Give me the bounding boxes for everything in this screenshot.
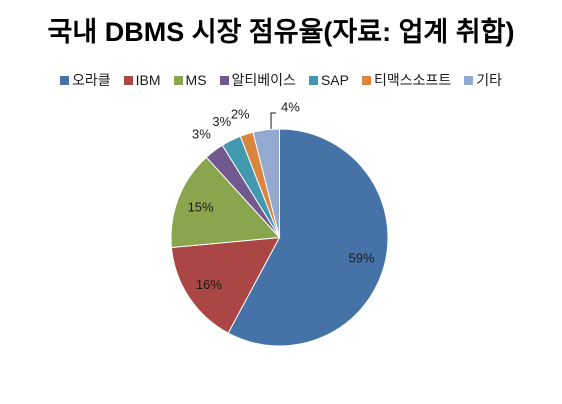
- legend-label: 티맥스소프트: [373, 72, 452, 88]
- legend-swatch: [123, 75, 133, 85]
- legend-label: SAP: [320, 72, 349, 88]
- legend-item-1: IBM: [123, 72, 161, 88]
- pie-slice-1: [170, 236, 281, 334]
- legend-swatch: [361, 75, 371, 85]
- legend-label: MS: [185, 72, 207, 88]
- chart-title: 국내 DBMS 시장 점유율(자료: 업계 취합): [47, 17, 515, 47]
- pie-slice-6: [252, 128, 280, 238]
- legend-item-6: 기타: [464, 70, 502, 90]
- legend-swatch: [308, 75, 318, 85]
- legend-label: 알티베이스: [231, 72, 296, 88]
- pie-slice-0: [227, 128, 389, 347]
- legend-label: 기타: [476, 72, 502, 88]
- data-label-2: 15%: [188, 199, 214, 214]
- legend-swatch: [464, 75, 474, 85]
- data-label-4: 3%: [212, 114, 231, 129]
- data-label-0: 59%: [349, 251, 375, 266]
- legend-swatch: [60, 75, 69, 85]
- leader-line: [270, 112, 277, 129]
- pie-slices: [170, 128, 389, 347]
- data-label-6: 4%: [281, 100, 300, 115]
- legend-label: 오라클: [72, 72, 111, 88]
- legend-swatch: [219, 75, 229, 85]
- legend-swatch: [173, 75, 183, 85]
- data-label-5: 2%: [231, 107, 250, 122]
- legend-item-2: MS: [173, 72, 207, 88]
- pie-slice-2: [170, 156, 281, 249]
- data-label-1: 16%: [196, 277, 222, 292]
- data-label-3: 3%: [192, 127, 211, 142]
- legend-item-3: 알티베이스: [219, 70, 296, 90]
- legend-item-4: SAP: [308, 72, 349, 88]
- legend-item-0: 오라클: [60, 70, 111, 90]
- legend-item-5: 티맥스소프트: [361, 70, 452, 90]
- legend-label: IBM: [135, 72, 161, 88]
- pie-data-labels: 59%16%15%3%3% 2% 4%: [188, 100, 375, 292]
- chart-legend: 오라클 IBM MS 알티베이스 SAP 티맥스소프트 기타: [0, 70, 562, 90]
